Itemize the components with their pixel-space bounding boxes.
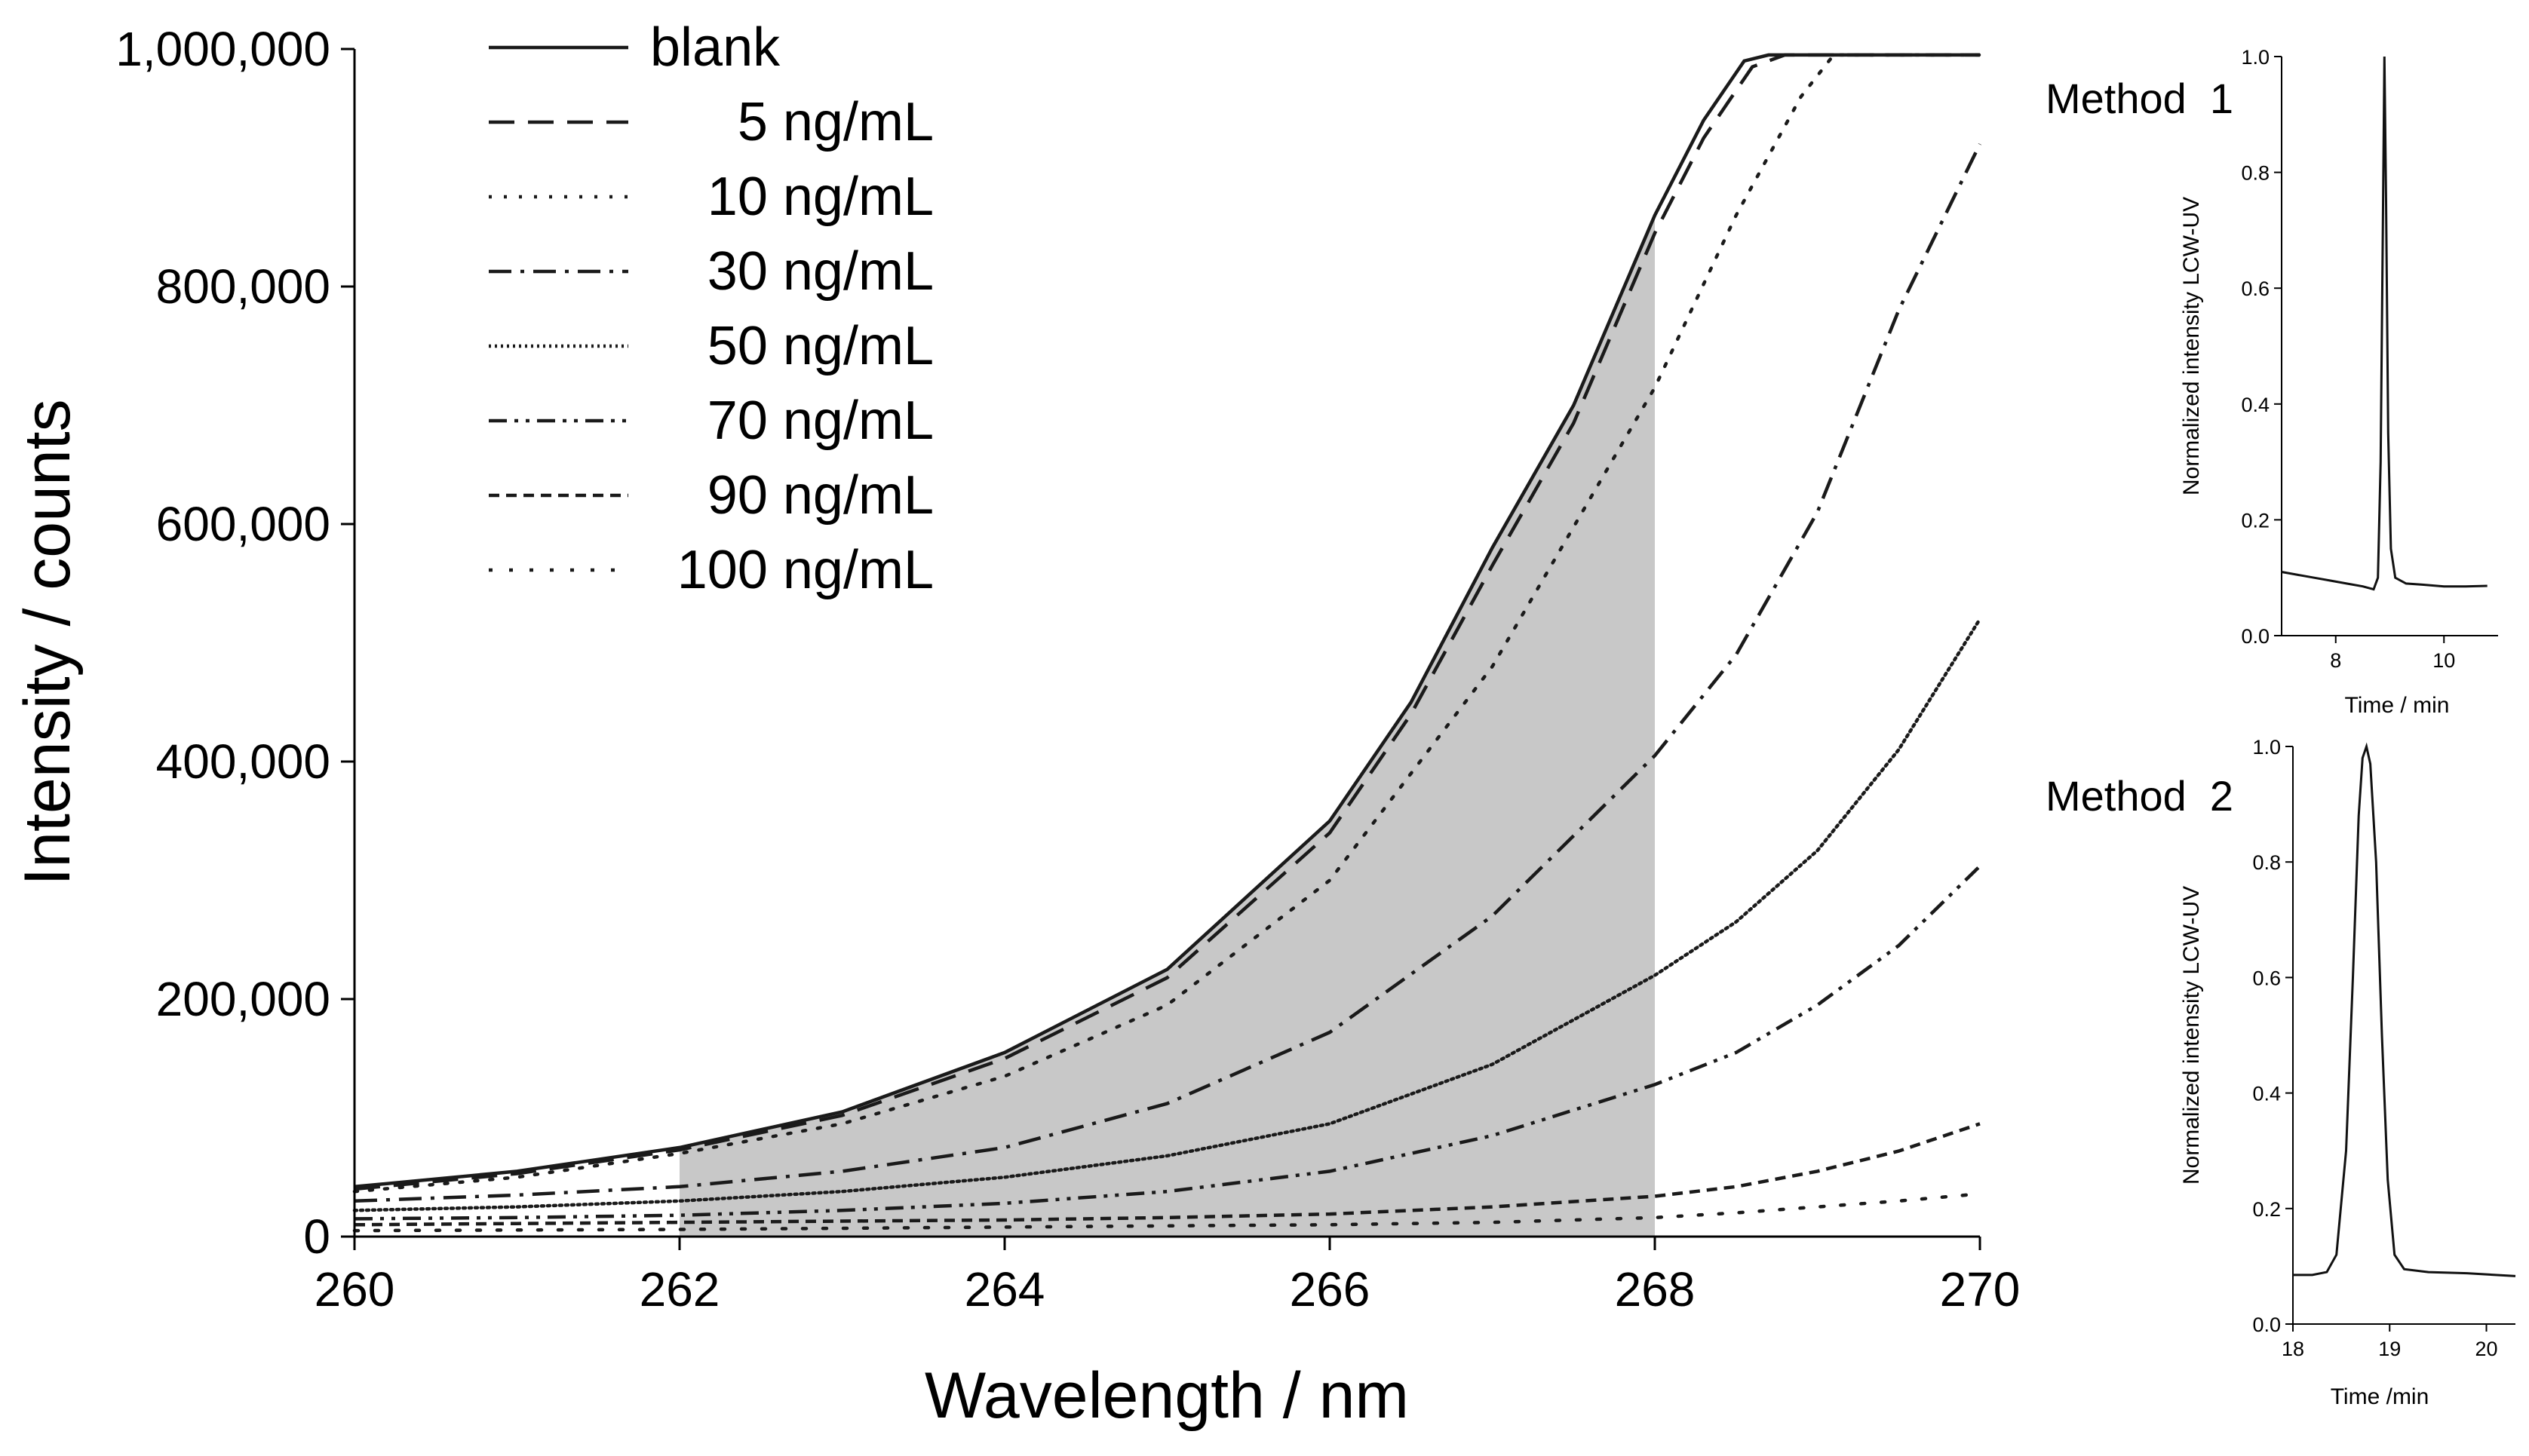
- main-x-tick-label: 262: [640, 1262, 720, 1317]
- method-2-chromatogram: Method 2 0.0 0.2 0.4 0.6 0.8 1.0 18 19 20 Time …: [2046, 736, 2516, 1409]
- series-line-70-ng-ml: [354, 864, 1981, 1221]
- inset1-y-tick-label: 0.4: [2241, 394, 2270, 416]
- inset2-y-tick-label: 0.6: [2252, 967, 2281, 989]
- inset1-y-ticks: 0.0 0.2 0.4 0.6 0.8 1.0: [2241, 46, 2282, 648]
- inset1-x-tick-label: 8: [2330, 649, 2341, 672]
- inset2-trace-line: [2293, 742, 2516, 1277]
- inset2-y-axis-label: Normalized intensity LCW-UV: [2179, 886, 2204, 1185]
- main-x-tick-label: 266: [1290, 1262, 1370, 1317]
- inset1-y-tick-label: 0.6: [2241, 277, 2270, 300]
- series-line-10-ng-ml: [352, 53, 1982, 1194]
- series-line-blank: [354, 53, 1980, 1189]
- main-x-tick-label: 268: [1615, 1262, 1696, 1317]
- inset1-y-tick-label: 0.0: [2241, 625, 2270, 648]
- inset1-x-tick-label: 10: [2432, 649, 2455, 672]
- main-y-tick-label: 1,000,000: [115, 22, 330, 76]
- legend-label-50-ng-ml: 50 ng/mL: [707, 316, 934, 376]
- legend-label-30-ng-ml: 30 ng/mL: [707, 241, 934, 302]
- main-y-axis-label: Intensity / counts: [11, 399, 84, 885]
- inset2-x-tick-label: 19: [2378, 1338, 2401, 1360]
- inset1-trace-line: [2281, 56, 2488, 591]
- main-x-tick-label: 270: [1940, 1262, 2021, 1317]
- main-series-group: [352, 53, 1982, 1233]
- inset2-y-ticks: 0.0 0.2 0.4 0.6 0.8 1.0: [2252, 736, 2293, 1336]
- series-line-100-ng-ml: [352, 1192, 1982, 1233]
- inset1-y-tick-label: 0.8: [2241, 162, 2270, 185]
- legend-label-10-ng-ml: 10 ng/mL: [707, 167, 934, 227]
- main-y-tick-label: 800,000: [156, 259, 330, 314]
- main-x-tick-label: 264: [965, 1262, 1045, 1317]
- inset2-y-tick-label: 0.2: [2252, 1198, 2281, 1221]
- series-line-90-ng-ml: [354, 1122, 1981, 1227]
- inset2-x-tick-label: 18: [2282, 1338, 2304, 1360]
- series-line-30-ng-ml: [354, 143, 1982, 1203]
- legend-label-70-ng-ml: 70 ng/mL: [707, 391, 934, 451]
- method-1-chromatogram: Method 1 0.0 0.2 0.4 0.6 0.8 1.0 8 10 Time / m…: [2046, 46, 2498, 718]
- method-1-title: Method 1: [2046, 75, 2233, 122]
- shaded-area: [680, 215, 1655, 1237]
- main-x-ticks: 260 262 264 266 268 270: [315, 1237, 2021, 1317]
- series-line-50-ng-ml: [352, 617, 1982, 1212]
- inset2-y-tick-label: 0.8: [2252, 851, 2281, 874]
- inset2-trace-group: [2293, 742, 2516, 1277]
- legend-label-5-ng-ml: 5 ng/mL: [738, 92, 934, 152]
- main-spectrum-chart: 0 200,000 400,000 600,000 800,000 1,000,000 2…: [11, 17, 2020, 1432]
- inset1-y-tick-label: 0.2: [2241, 509, 2270, 532]
- inset1-x-axis-label: Time / min: [2345, 693, 2450, 718]
- shaded-integration-region: [680, 215, 1655, 1237]
- main-x-tick-label: 260: [315, 1262, 395, 1317]
- legend-label-90-ng-ml: 90 ng/mL: [707, 465, 934, 526]
- main-y-ticks: 0 200,000 400,000 600,000 800,000 1,000,000: [115, 22, 354, 1264]
- inset1-trace-group: [2281, 56, 2488, 591]
- main-y-tick-label: 400,000: [156, 734, 330, 789]
- legend-label-100-ng-ml: 100 ng/mL: [677, 540, 934, 600]
- main-x-axis-label: Wavelength / nm: [925, 1359, 1409, 1432]
- method-2-title: Method 2: [2046, 772, 2233, 820]
- inset1-y-tick-label: 1.0: [2241, 46, 2270, 69]
- main-y-tick-label: 600,000: [156, 497, 330, 551]
- inset1-x-ticks: 8 10: [2330, 636, 2455, 672]
- inset2-y-tick-label: 0.0: [2252, 1313, 2281, 1336]
- main-legend: blank 5 ng/mL 10 ng/mL 30 ng/mL 50 ng/mL 70 n…: [489, 17, 934, 600]
- inset2-x-axis-label: Time /min: [2331, 1384, 2429, 1409]
- inset2-x-ticks: 18 19 20: [2282, 1324, 2498, 1360]
- main-y-tick-label: 200,000: [156, 972, 330, 1026]
- inset2-y-tick-label: 1.0: [2252, 736, 2281, 759]
- inset2-y-tick-label: 0.4: [2252, 1083, 2281, 1105]
- inset1-y-axis-label: Normalized intensity LCW-UV: [2179, 197, 2204, 495]
- legend-label-blank: blank: [650, 17, 781, 78]
- inset2-x-tick-label: 20: [2475, 1338, 2497, 1360]
- main-y-tick-label: 0: [303, 1209, 330, 1264]
